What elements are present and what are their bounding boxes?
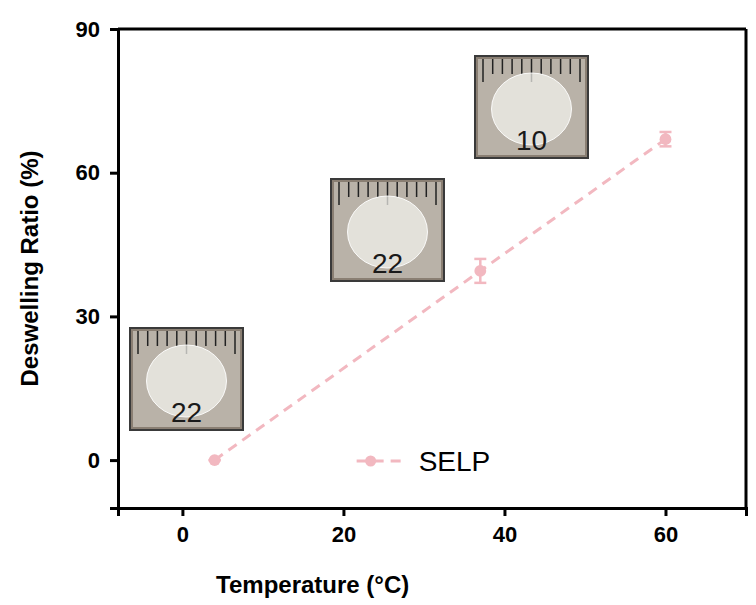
inset-photo: 22 bbox=[130, 328, 243, 430]
tick-mark bbox=[110, 459, 118, 462]
axis-line bbox=[119, 509, 747, 517]
tick-label: 90 bbox=[76, 17, 100, 42]
tick: 20 bbox=[332, 508, 356, 547]
x-axis: 0 20 40 60 bbox=[119, 508, 747, 547]
tick-mark bbox=[181, 508, 184, 516]
tick-label: 30 bbox=[76, 304, 100, 329]
legend-marker bbox=[365, 456, 376, 467]
inset-ruler-tick bbox=[137, 331, 139, 354]
tick-mark bbox=[664, 508, 667, 516]
data-point bbox=[660, 133, 672, 145]
inset-ruler-tick bbox=[435, 182, 437, 205]
inset-ruler-tick bbox=[492, 59, 494, 74]
inset-ruler-tick bbox=[482, 59, 484, 82]
inset-ruler-tick bbox=[560, 59, 562, 74]
inset-ruler-tick bbox=[225, 331, 227, 346]
data-point bbox=[209, 454, 221, 466]
inset-label: 22 bbox=[372, 248, 403, 279]
tick-mark bbox=[503, 508, 506, 516]
inset-label: 10 bbox=[516, 125, 547, 156]
inset-ruler bbox=[133, 331, 240, 427]
inset-ruler-tick bbox=[367, 182, 369, 197]
tick: 0 bbox=[88, 448, 118, 473]
y-axis-title: Deswelling Ratio (%) bbox=[16, 150, 43, 386]
error-bar bbox=[474, 259, 486, 283]
series-line bbox=[215, 139, 666, 460]
inset-ruler-tick bbox=[511, 59, 513, 74]
inset-ruler-tick bbox=[234, 331, 236, 354]
tick-mark bbox=[110, 172, 118, 175]
inset-ruler-tick bbox=[205, 331, 207, 346]
inset-ruler-tick bbox=[540, 59, 542, 74]
tick: 60 bbox=[76, 160, 118, 185]
tick-label: 40 bbox=[493, 522, 517, 547]
inset-ruler-tick bbox=[550, 59, 552, 74]
inset-ruler-tick bbox=[166, 331, 168, 346]
inset-ruler bbox=[334, 182, 441, 278]
inset-ruler-tick bbox=[416, 182, 418, 197]
error-cap bbox=[659, 131, 671, 134]
tick: 40 bbox=[493, 508, 517, 547]
legend: SELP bbox=[357, 446, 491, 477]
inset-ruler-tick bbox=[195, 331, 197, 346]
error-cap bbox=[474, 282, 486, 285]
inset-ruler-tick bbox=[521, 59, 523, 74]
tick: 60 bbox=[654, 508, 678, 547]
tick-label: 20 bbox=[332, 522, 356, 547]
tick-mark bbox=[342, 508, 345, 516]
inset-ruler-tick bbox=[338, 182, 340, 205]
inset-ruler-tick bbox=[147, 331, 149, 346]
tick: 90 bbox=[76, 17, 118, 42]
inset-ruler-tick bbox=[215, 331, 217, 346]
y-axis: 0 30 60 90 bbox=[76, 17, 119, 509]
x-axis-title: Temperature (°C) bbox=[216, 571, 409, 598]
inset-ruler bbox=[478, 59, 585, 155]
inset-ruler-tick bbox=[348, 182, 350, 197]
tick-label: 0 bbox=[88, 448, 100, 473]
inset-photo: 22 bbox=[331, 179, 444, 281]
data-point bbox=[474, 265, 486, 277]
plot: 0 20 40 60 0 30 60 90 bbox=[76, 17, 747, 547]
inset-label: 22 bbox=[171, 397, 202, 428]
inset-ruler-tick bbox=[157, 331, 159, 346]
legend-label: SELP bbox=[419, 446, 491, 477]
tick: 0 bbox=[177, 508, 189, 547]
tick: 30 bbox=[76, 304, 118, 329]
axis-line bbox=[110, 30, 119, 509]
inset-background bbox=[130, 328, 243, 430]
frame-right bbox=[745, 29, 748, 508]
chart: 0 20 40 60 0 30 60 90 22 22 10 Temperature (°C) Desw… bbox=[0, 0, 756, 605]
inset-ruler-tick bbox=[377, 182, 379, 197]
inset-photo: 10 bbox=[475, 56, 588, 158]
inset-ruler-tick bbox=[426, 182, 428, 197]
frame-top bbox=[118, 28, 746, 31]
inset-ruler-tick bbox=[176, 331, 178, 346]
inset-ruler-tick bbox=[358, 182, 360, 197]
error-cap bbox=[659, 145, 671, 148]
legend-line bbox=[357, 460, 405, 463]
inset-background bbox=[331, 179, 444, 281]
tick-mark bbox=[110, 315, 118, 318]
inset-background bbox=[475, 56, 588, 158]
tick-label: 60 bbox=[76, 160, 100, 185]
error-bar bbox=[659, 132, 671, 146]
tick-mark bbox=[110, 28, 118, 31]
inset-ruler-tick bbox=[406, 182, 408, 197]
error-cap bbox=[474, 258, 486, 261]
inset-ruler-tick bbox=[579, 59, 581, 82]
tick-label: 0 bbox=[177, 522, 189, 547]
marks bbox=[209, 132, 672, 466]
inset-ruler-tick bbox=[570, 59, 572, 74]
tick-label: 60 bbox=[654, 522, 678, 547]
inset-ruler-tick bbox=[396, 182, 398, 197]
inset-ruler-tick bbox=[502, 59, 504, 74]
